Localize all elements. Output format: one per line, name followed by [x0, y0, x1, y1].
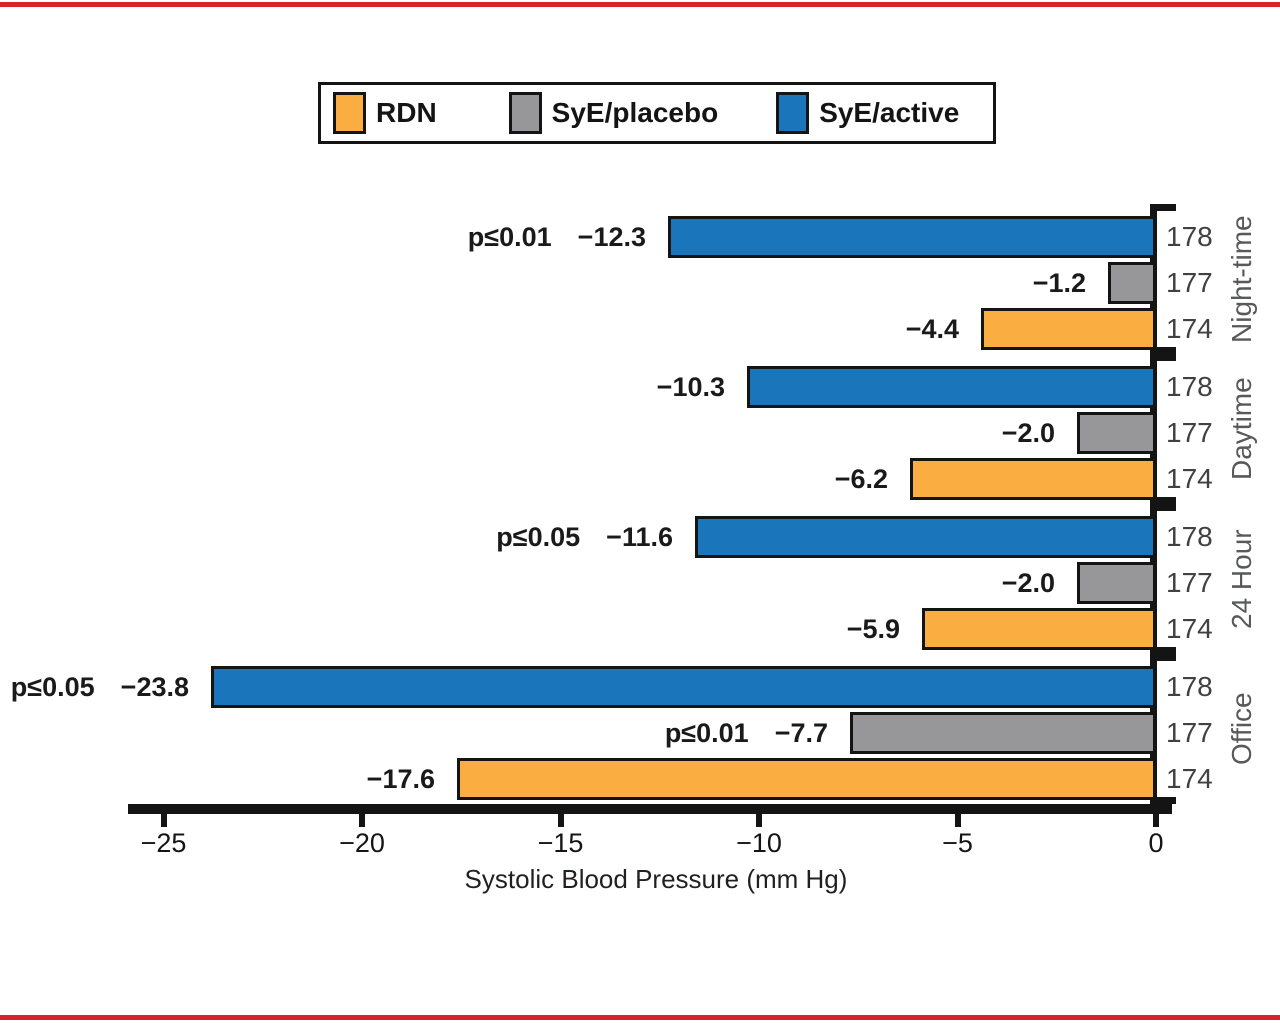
- value-label: −6.2: [834, 463, 888, 494]
- rdn-swatch-icon: [333, 92, 366, 134]
- value-label: −7.7: [774, 717, 828, 748]
- x-axis-tick-5: [954, 814, 961, 827]
- bar-value-label-24-hour-sye-placebo: −2.0: [0, 562, 1055, 604]
- bar-value-label-24-hour-sye-active: p≤0.05 −11.6: [0, 516, 673, 558]
- bar-office-rdn: [457, 758, 1156, 800]
- x-axis-title: Systolic Blood Pressure (mm Hg): [464, 864, 848, 894]
- group-axis-tick-top-daytime: [1150, 354, 1176, 361]
- p-value-label: p≤0.05: [10, 671, 95, 702]
- legend-label-sye-placebo: SyE/placebo: [551, 97, 719, 128]
- n-count-office-sye-active: 178: [1166, 671, 1213, 702]
- n-count-night-time-sye-active: 178: [1166, 221, 1213, 252]
- legend-item-sye-placebo: SyE/placebo: [508, 92, 719, 134]
- bar-value-label-office-sye-placebo: p≤0.01 −7.7: [0, 712, 828, 754]
- group-label-office: Office: [1226, 692, 1257, 766]
- x-axis-tick-20: [359, 814, 365, 827]
- value-label: −11.6: [606, 521, 673, 552]
- group-axis-tick-bottom-daytime: [1150, 497, 1176, 504]
- x-axis-tick-0: [1153, 814, 1159, 827]
- group-label-daytime: Daytime: [1226, 377, 1257, 481]
- n-count-office-rdn: 174: [1166, 763, 1213, 794]
- x-axis-tick-25: [160, 814, 167, 827]
- group-axis-tick-bottom-24-hour: [1150, 647, 1176, 654]
- top-red-rule: [0, 2, 1280, 7]
- n-count-daytime-sye-active: 178: [1166, 371, 1213, 402]
- n-count-24-hour-sye-placebo: 177: [1166, 567, 1213, 598]
- legend-label-rdn: RDN: [376, 97, 437, 128]
- bar-value-label-night-time-sye-active: p≤0.01 −12.3: [0, 216, 646, 258]
- sye-active-swatch-icon: [776, 92, 810, 134]
- x-axis-tick-10: [756, 814, 762, 827]
- value-label: −4.4: [905, 313, 959, 344]
- legend-item-sye-active: SyE/active: [776, 92, 959, 134]
- group-label-24-hour: 24 Hour: [1226, 529, 1257, 629]
- bar-24-hour-rdn: [922, 608, 1156, 650]
- n-count-daytime-sye-placebo: 177: [1166, 417, 1213, 448]
- value-label: −2.0: [1001, 567, 1055, 598]
- group-axis-tick-top-24-hour: [1150, 504, 1176, 511]
- bar-value-label-24-hour-rdn: −5.9: [0, 608, 900, 650]
- value-label: −10.3: [656, 371, 725, 402]
- bar-value-label-night-time-sye-placebo: −1.2: [0, 262, 1086, 304]
- x-axis-tick-label-15: −15: [537, 828, 584, 858]
- bar-value-label-night-time-rdn: −4.4: [0, 308, 959, 350]
- bar-night-time-sye-placebo: [1108, 262, 1156, 304]
- n-count-24-hour-sye-active: 178: [1166, 521, 1213, 552]
- n-count-daytime-rdn: 174: [1166, 463, 1213, 494]
- group-axis-tick-top-night-time: [1150, 204, 1176, 211]
- n-count-24-hour-rdn: 174: [1166, 613, 1213, 644]
- value-label: −5.9: [846, 613, 900, 644]
- bar-value-label-daytime-sye-active: −10.3: [0, 366, 725, 408]
- x-axis-tick-label-20: −20: [339, 828, 385, 858]
- group-axis-tick-bottom-night-time: [1150, 347, 1176, 354]
- p-value-label: p≤0.01: [664, 717, 749, 748]
- group-axis-tick-top-office: [1150, 654, 1176, 661]
- bar-value-label-daytime-rdn: −6.2: [0, 458, 888, 500]
- n-count-office-sye-placebo: 177: [1166, 717, 1213, 748]
- value-label: −2.0: [1001, 417, 1055, 448]
- bar-night-time-sye-active: [668, 216, 1156, 258]
- x-axis-tick-15: [557, 814, 564, 827]
- legend-label-sye-active: SyE/active: [819, 97, 960, 128]
- sye-placebo-swatch-icon: [508, 92, 542, 134]
- x-axis-tick-label-0: 0: [1148, 828, 1164, 858]
- bar-night-time-rdn: [981, 308, 1156, 350]
- bar-24-hour-sye-placebo: [1077, 562, 1156, 604]
- group-label-night-time: Night-time: [1226, 215, 1257, 343]
- bar-daytime-sye-active: [747, 366, 1156, 408]
- bar-24-hour-sye-active: [695, 516, 1156, 558]
- x-axis-tick-label-25: −25: [140, 828, 187, 858]
- value-label: −17.6: [366, 763, 435, 794]
- value-label: −23.8: [120, 671, 189, 702]
- bar-value-label-office-rdn: −17.6: [0, 758, 435, 800]
- x-axis-line: [128, 804, 1172, 814]
- bar-value-label-office-sye-active: p≤0.05 −23.8: [0, 666, 189, 708]
- bottom-red-rule: [0, 1015, 1280, 1020]
- x-axis-tick-label-10: −10: [736, 828, 782, 858]
- bar-office-sye-placebo: [850, 712, 1156, 754]
- bar-daytime-sye-placebo: [1077, 412, 1156, 454]
- n-count-night-time-rdn: 174: [1166, 313, 1213, 344]
- bar-office-sye-active: [211, 666, 1156, 708]
- bar-value-label-daytime-sye-placebo: −2.0: [0, 412, 1055, 454]
- value-label: −1.2: [1032, 267, 1086, 298]
- legend-item-rdn: RDN: [333, 92, 437, 134]
- value-label: −12.3: [577, 221, 646, 252]
- bar-daytime-rdn: [910, 458, 1156, 500]
- p-value-label: p≤0.01: [467, 221, 552, 252]
- p-value-label: p≤0.05: [496, 521, 581, 552]
- n-count-night-time-sye-placebo: 177: [1166, 267, 1213, 298]
- x-axis-tick-label-5: −5: [942, 828, 973, 858]
- group-axis-tick-bottom-office: [1150, 797, 1176, 804]
- legend: RDN SyE/placebo SyE/active: [318, 82, 996, 144]
